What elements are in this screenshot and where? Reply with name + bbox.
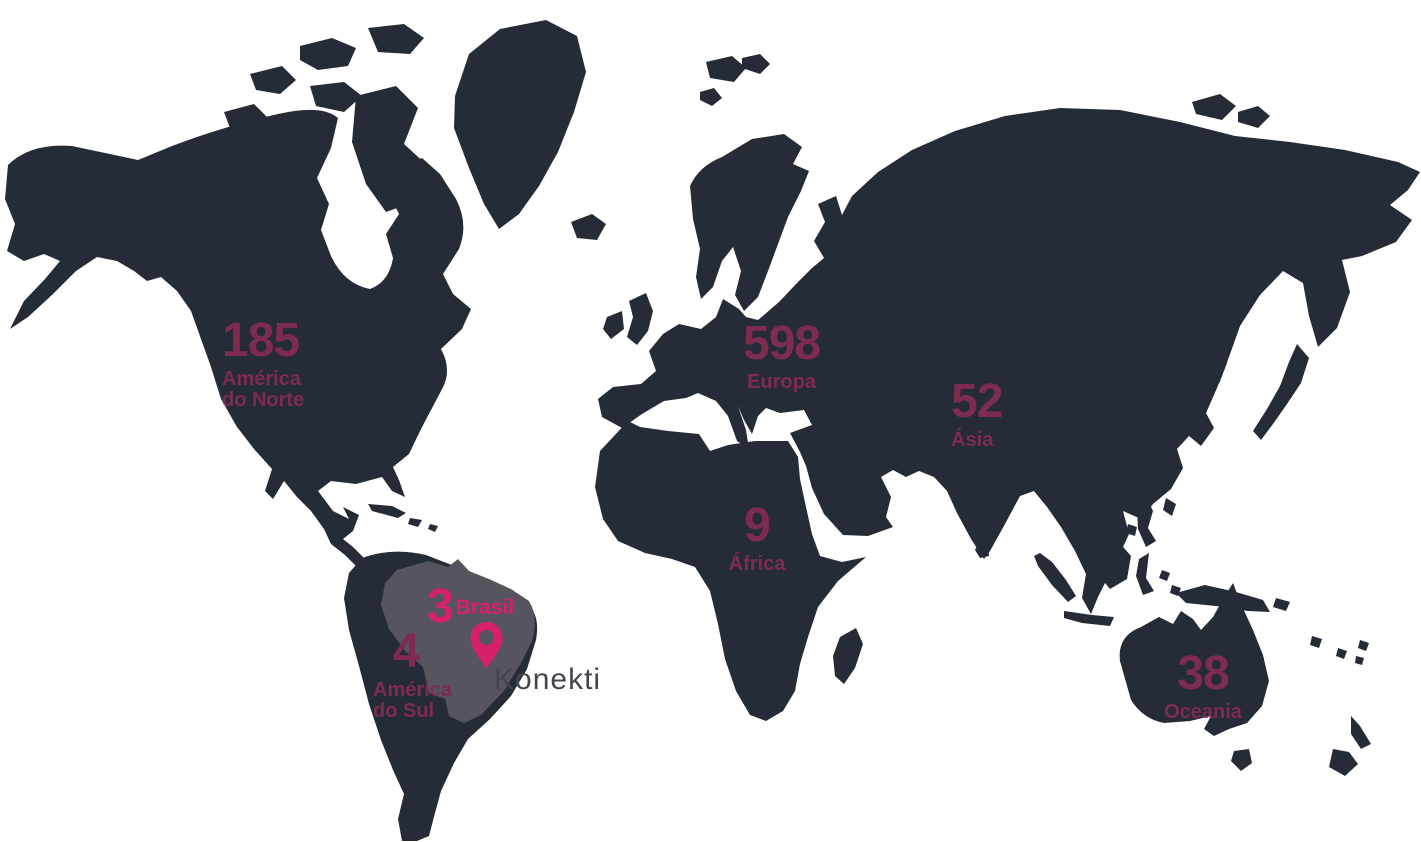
stat-oceania: 38 Oceania [1162,650,1244,723]
arctic-islands-russia [1150,94,1386,182]
europe-label: Europa [747,371,816,393]
africa-count: 9 [744,499,771,552]
brazil-count: 3 [427,580,454,633]
japan-islands [1253,344,1309,440]
australia-landmass [1119,583,1269,736]
stat-asia: 52 Ásia [951,375,1003,451]
stat-europe: 598 Europa [743,317,821,393]
stat-south-america: 4 América do Sul [373,628,452,722]
new-zealand-islands [1329,716,1371,776]
scandinavia-landmass [690,134,809,311]
stat-africa: 9 África [726,502,788,575]
oceania-label: Oceania [1164,701,1242,723]
southeast-asia-islands [975,496,1290,626]
arctic-islands-canada [196,24,428,212]
brazil-label: Brasil [455,595,515,619]
svalbard-islands [700,54,770,106]
ireland-island [603,311,624,339]
south-america-count: 4 [393,625,420,678]
location-pin-icon [470,622,503,668]
tasmania-island [1231,749,1252,771]
europe-count: 598 [743,317,821,370]
africa-label: África [728,553,786,575]
stat-north-america: 185 América do Norte [222,317,304,411]
eurasia-landmass [598,108,1420,614]
iceland-island [571,214,606,240]
south-america-label: América do Sul [373,679,452,722]
north-america-landmass [5,109,471,571]
africa-landmass [595,421,866,721]
asia-label: Ásia [951,429,994,451]
stat-brazil: 3 Brasil [427,583,514,631]
greenland-island [454,20,586,229]
madagascar-island [833,628,863,684]
great-britain-island [627,293,653,345]
caribbean-islands [368,504,438,532]
north-america-label: América do Norte [222,368,305,411]
north-america-count: 185 [222,314,300,367]
pacific-islands [1310,636,1369,665]
brazil-region-highlight [381,559,535,723]
asia-count: 52 [951,375,1003,428]
brand-name: Konekti [494,663,602,696]
sakhalin-island [1213,318,1230,384]
oceania-count: 38 [1177,647,1229,700]
